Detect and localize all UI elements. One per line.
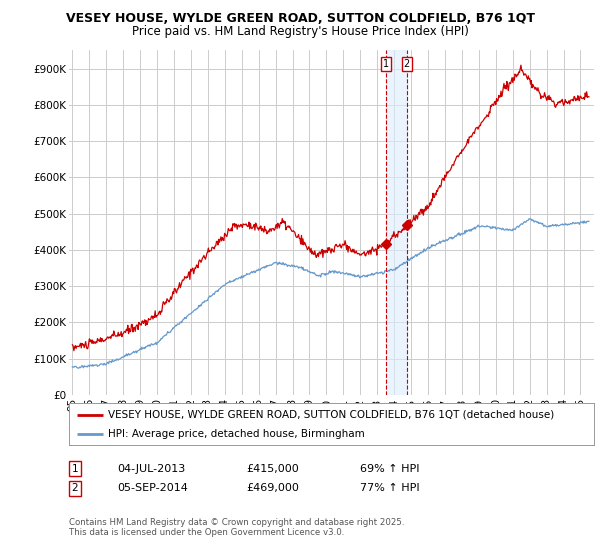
Bar xyxy=(386,50,407,395)
Text: £415,000: £415,000 xyxy=(246,464,299,474)
Text: Price paid vs. HM Land Registry's House Price Index (HPI): Price paid vs. HM Land Registry's House … xyxy=(131,25,469,38)
Text: 77% ↑ HPI: 77% ↑ HPI xyxy=(360,483,419,493)
Text: 1: 1 xyxy=(71,464,79,474)
Text: 04-JUL-2013: 04-JUL-2013 xyxy=(117,464,185,474)
Text: £469,000: £469,000 xyxy=(246,483,299,493)
Text: HPI: Average price, detached house, Birmingham: HPI: Average price, detached house, Birm… xyxy=(109,429,365,439)
Text: VESEY HOUSE, WYLDE GREEN ROAD, SUTTON COLDFIELD, B76 1QT (detached house): VESEY HOUSE, WYLDE GREEN ROAD, SUTTON CO… xyxy=(109,409,554,419)
Text: 1: 1 xyxy=(383,59,389,69)
Text: 69% ↑ HPI: 69% ↑ HPI xyxy=(360,464,419,474)
Text: Contains HM Land Registry data © Crown copyright and database right 2025.
This d: Contains HM Land Registry data © Crown c… xyxy=(69,518,404,538)
Text: VESEY HOUSE, WYLDE GREEN ROAD, SUTTON COLDFIELD, B76 1QT: VESEY HOUSE, WYLDE GREEN ROAD, SUTTON CO… xyxy=(65,12,535,25)
Text: 2: 2 xyxy=(71,483,79,493)
Text: 05-SEP-2014: 05-SEP-2014 xyxy=(117,483,188,493)
Text: 2: 2 xyxy=(404,59,410,69)
